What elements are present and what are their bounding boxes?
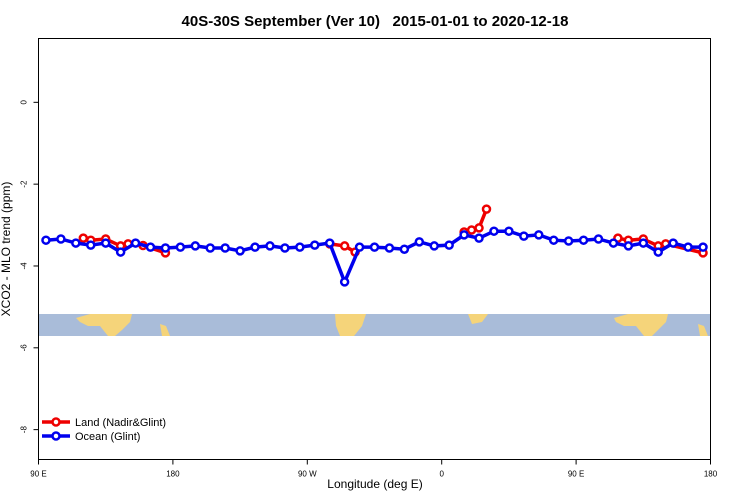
data-point: [459, 230, 469, 240]
data-point: [78, 233, 89, 243]
data-point: [115, 247, 126, 257]
data-point: [474, 233, 484, 243]
new-zealand-repeat: [698, 324, 708, 336]
y-axis-label: XCO2 - MLO trend (ppm): [0, 182, 13, 317]
africa: [468, 314, 488, 324]
data-point: [56, 234, 66, 244]
x-axis-label: Longitude (deg E): [327, 477, 422, 491]
data-point: [160, 243, 171, 253]
y-tick-label: -6: [20, 344, 29, 352]
data-point: [190, 241, 201, 251]
data-point: [414, 237, 425, 247]
data-point: [384, 243, 395, 253]
data-point: [354, 242, 365, 252]
y-tick-label: 0: [20, 100, 29, 105]
data-point: [653, 247, 663, 257]
data-point: [578, 235, 589, 245]
data-point: [668, 238, 678, 248]
data-point: [100, 238, 111, 248]
map-strip: [39, 314, 710, 336]
data-point: [339, 241, 350, 251]
data-point: [130, 238, 141, 248]
data-point: [310, 240, 320, 250]
data-point: [175, 242, 186, 252]
x-tick-label: 180: [704, 470, 718, 479]
x-tick-label: 0: [439, 470, 444, 479]
x-tick-label: 90 E: [568, 470, 584, 479]
y-tick-label: -2: [20, 180, 29, 188]
data-point: [638, 238, 649, 248]
data-point: [608, 238, 619, 248]
data-point: [71, 238, 81, 248]
data-point: [145, 242, 156, 252]
plot-frame: [38, 38, 711, 460]
data-point: [504, 226, 514, 236]
data-point: [489, 226, 499, 236]
data-point: [41, 235, 51, 245]
data-point: [295, 242, 305, 252]
legend-label: Ocean (Glint): [75, 431, 140, 443]
data-point: [220, 243, 230, 253]
x-tick-label: 90 W: [298, 470, 317, 479]
data-point: [265, 241, 275, 251]
australia: [76, 314, 132, 336]
data-point: [429, 241, 439, 251]
data-point: [683, 242, 693, 252]
data-point: [86, 240, 96, 250]
data-point: [280, 243, 290, 253]
data-point: [593, 234, 604, 244]
data-point: [519, 231, 529, 241]
legend-label: Land (Nadir&Glint): [75, 417, 166, 429]
data-point: [481, 204, 492, 214]
data-point: [444, 240, 454, 250]
data-point: [324, 238, 335, 248]
data-point: [339, 277, 350, 287]
data-point: [623, 241, 634, 251]
data-point: [250, 242, 260, 252]
ocean-background: [39, 314, 710, 336]
chart-title: 40S-30S September (Ver 10) 2015-01-01 to…: [182, 13, 569, 30]
data-point: [698, 242, 708, 252]
x-tick-label: 180: [166, 470, 180, 479]
y-tick-label: -4: [20, 262, 29, 270]
south-america: [335, 314, 366, 336]
data-point: [563, 236, 574, 246]
data-point: [548, 235, 559, 245]
data-point: [466, 225, 477, 235]
australia-repeat: [614, 314, 668, 336]
legend-marker: [51, 431, 61, 441]
data-point: [235, 246, 245, 256]
x-tick-label: 90 E: [30, 470, 46, 479]
legend-marker: [51, 417, 61, 427]
y-tick-label: -8: [20, 426, 29, 434]
data-point: [474, 223, 484, 233]
data-point: [369, 242, 380, 252]
legend: Land (Nadir&Glint) Ocean (Glint): [42, 417, 166, 443]
data-point: [399, 244, 410, 254]
data-point: [205, 243, 215, 253]
new-zealand: [160, 324, 170, 336]
data-point: [534, 230, 544, 240]
series-line: [45, 229, 704, 287]
